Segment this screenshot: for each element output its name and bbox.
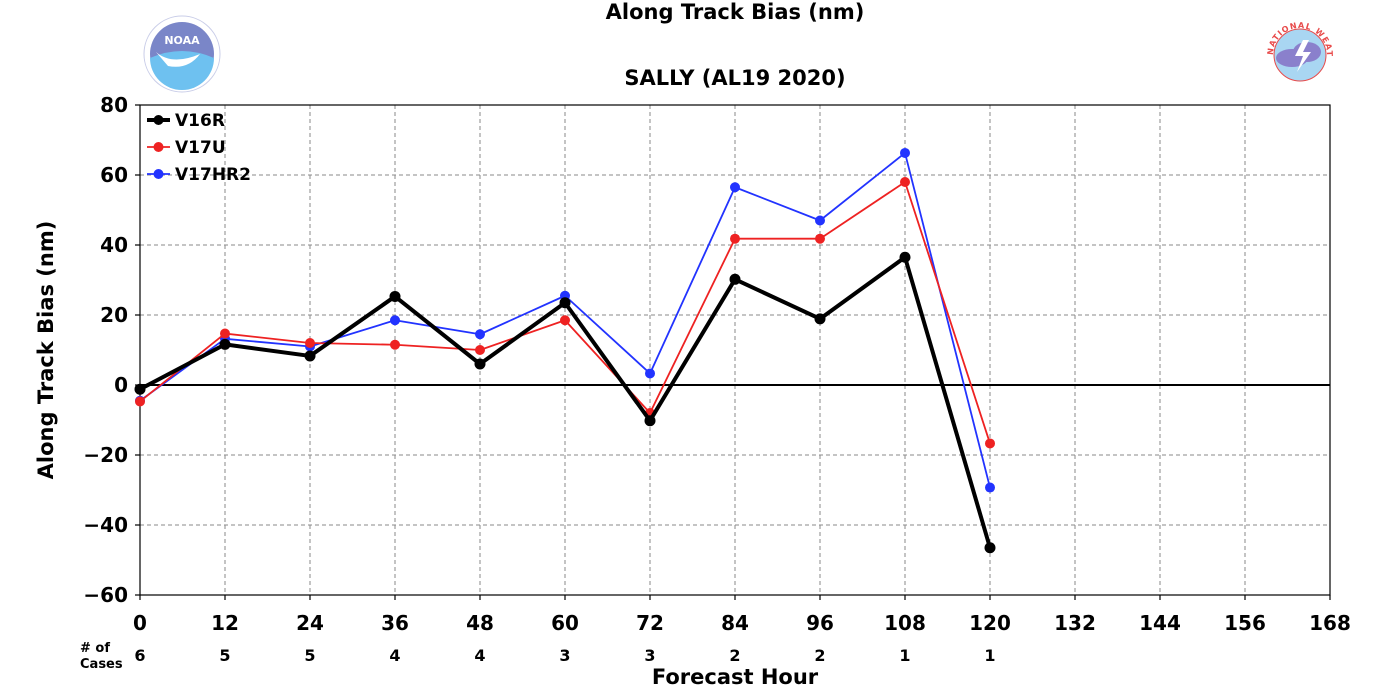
y-tick-label: 40 xyxy=(100,233,128,257)
point-v17hr2 xyxy=(475,329,485,340)
x-tick-label: 24 xyxy=(296,611,324,635)
case-count: 2 xyxy=(729,646,740,665)
case-count: 1 xyxy=(984,646,995,665)
case-count: 5 xyxy=(304,646,315,665)
y-tick-label: 60 xyxy=(100,163,128,187)
point-v17u xyxy=(730,233,740,244)
point-v16r xyxy=(219,338,231,350)
y-tick-label: 0 xyxy=(114,373,128,397)
legend-label-v17hr2: V17HR2 xyxy=(175,165,251,185)
point-v17u xyxy=(900,177,910,187)
x-tick-label: 96 xyxy=(806,611,834,635)
y-tick-label: 80 xyxy=(100,93,128,117)
y-tick-label: −40 xyxy=(83,513,128,537)
point-v17u xyxy=(815,233,825,244)
nws-logo: NATIONAL WEATHER SERVICE xyxy=(1259,14,1339,94)
point-v16r xyxy=(559,297,571,309)
point-v16r xyxy=(389,290,401,302)
case-count: 6 xyxy=(134,646,145,665)
point-v17u xyxy=(305,338,315,348)
x-tick-label: 36 xyxy=(381,611,409,635)
legend-label-v16r: V16R xyxy=(175,111,225,131)
chart-title: Along Track Bias (nm) xyxy=(605,0,865,24)
point-v17u xyxy=(220,328,230,339)
legend-marker-v17u xyxy=(153,142,164,152)
x-tick-label: 108 xyxy=(884,611,926,635)
case-count: 3 xyxy=(644,646,655,665)
case-count: 2 xyxy=(814,646,825,665)
point-v16r xyxy=(729,273,741,285)
x-axis-label: Forecast Hour xyxy=(652,665,819,689)
point-v17u xyxy=(985,438,995,449)
point-v16r xyxy=(304,350,316,362)
legend-label-v17u: V17U xyxy=(175,138,226,158)
legend-marker-v17hr2 xyxy=(153,169,164,179)
point-v17u xyxy=(475,345,485,355)
cases-label-line2: Cases xyxy=(80,657,123,672)
point-v16r xyxy=(814,313,826,325)
point-v17hr2 xyxy=(815,215,825,226)
point-v17hr2 xyxy=(985,482,995,493)
legend-marker-v16r xyxy=(153,115,164,125)
y-tick-label: −60 xyxy=(83,583,128,607)
point-v16r xyxy=(899,251,911,263)
point-v17u xyxy=(560,315,570,326)
case-count: 3 xyxy=(559,646,570,665)
x-tick-label: 144 xyxy=(1139,611,1181,635)
y-axis-label: Along Track Bias (nm) xyxy=(34,221,58,480)
case-count: 4 xyxy=(389,646,400,665)
x-tick-label: 0 xyxy=(133,611,147,635)
chart-subtitle: SALLY (AL19 2020) xyxy=(624,66,846,90)
noaa-logo: NOAA xyxy=(143,15,221,93)
x-tick-label: 72 xyxy=(636,611,664,635)
noaa-logo-text: NOAA xyxy=(164,34,200,47)
point-v17u xyxy=(390,339,400,350)
point-v17hr2 xyxy=(730,182,740,193)
point-v16r xyxy=(644,415,656,427)
x-tick-label: 60 xyxy=(551,611,579,635)
y-tick-label: −20 xyxy=(83,443,128,467)
point-v16r xyxy=(984,542,996,554)
case-count: 1 xyxy=(899,646,910,665)
point-v17hr2 xyxy=(900,147,910,158)
point-v16r xyxy=(134,383,146,395)
x-tick-label: 120 xyxy=(969,611,1011,635)
point-v17hr2 xyxy=(645,368,655,379)
cases-label-line1: # of xyxy=(80,641,110,656)
x-tick-label: 132 xyxy=(1054,611,1096,635)
y-tick-label: 20 xyxy=(100,303,128,327)
point-v16r xyxy=(474,358,486,370)
case-count: 5 xyxy=(219,646,230,665)
x-tick-label: 12 xyxy=(211,611,239,635)
point-v17hr2 xyxy=(390,315,400,326)
case-count: 4 xyxy=(474,646,485,665)
x-tick-label: 168 xyxy=(1309,611,1351,635)
x-tick-label: 156 xyxy=(1224,611,1266,635)
point-v17u xyxy=(135,396,145,407)
x-tick-label: 48 xyxy=(466,611,494,635)
x-tick-label: 84 xyxy=(721,611,749,635)
